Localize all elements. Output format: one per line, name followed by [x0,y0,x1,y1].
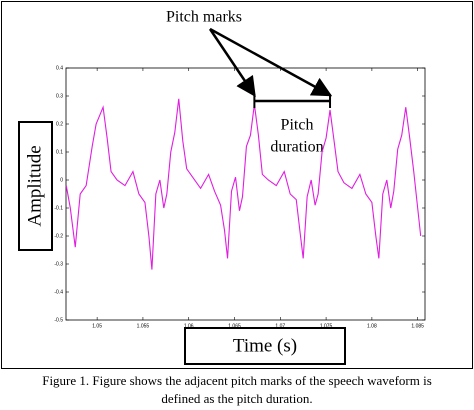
x-tick-label: 1.08 [367,323,377,329]
x-tick-label: 1.085 [411,323,424,329]
y-tick-label: 0 [60,177,63,183]
y-tick-label: -0.5 [54,317,63,323]
x-tick-label: 1.065 [228,323,241,329]
pitch-mark-arrow [208,28,256,98]
x-tick-label: 1.055 [137,323,150,329]
y-tick-label: 0.1 [56,149,63,155]
xlabel-box [184,327,346,365]
y-axis-label: Amplitude [24,145,45,226]
x-tick-label: 1.075 [320,323,333,329]
caption: defined as the pitch duration. [161,391,312,406]
y-tick-label: 0.3 [56,93,63,99]
y-tick-label: 0.2 [56,121,63,127]
x-tick-label: 1.06 [184,323,194,329]
waveform [65,98,422,270]
pitch-duration-label: Pitch [281,117,314,134]
y-tick-label: -0.1 [54,205,63,211]
pitch-duration-label: duration [270,139,323,156]
pitch-marks-label: Pitch marks [166,9,242,26]
x-tick-label: 1.07 [275,323,285,329]
caption: Figure 1. Figure shows the adjacent pitc… [42,373,432,388]
pitch-mark-arrow [209,27,333,97]
x-tick-label: 1.05 [92,323,102,329]
y-tick-label: -0.4 [54,289,63,295]
y-tick-label: 0.4 [56,65,63,71]
x-axis-label: Time (s) [233,335,297,356]
plot-frame [65,67,426,321]
y-tick-label: -0.3 [54,261,63,267]
figure-frame [1,1,473,369]
y-tick-label: -0.2 [54,233,63,239]
ylabel-box [18,121,53,251]
